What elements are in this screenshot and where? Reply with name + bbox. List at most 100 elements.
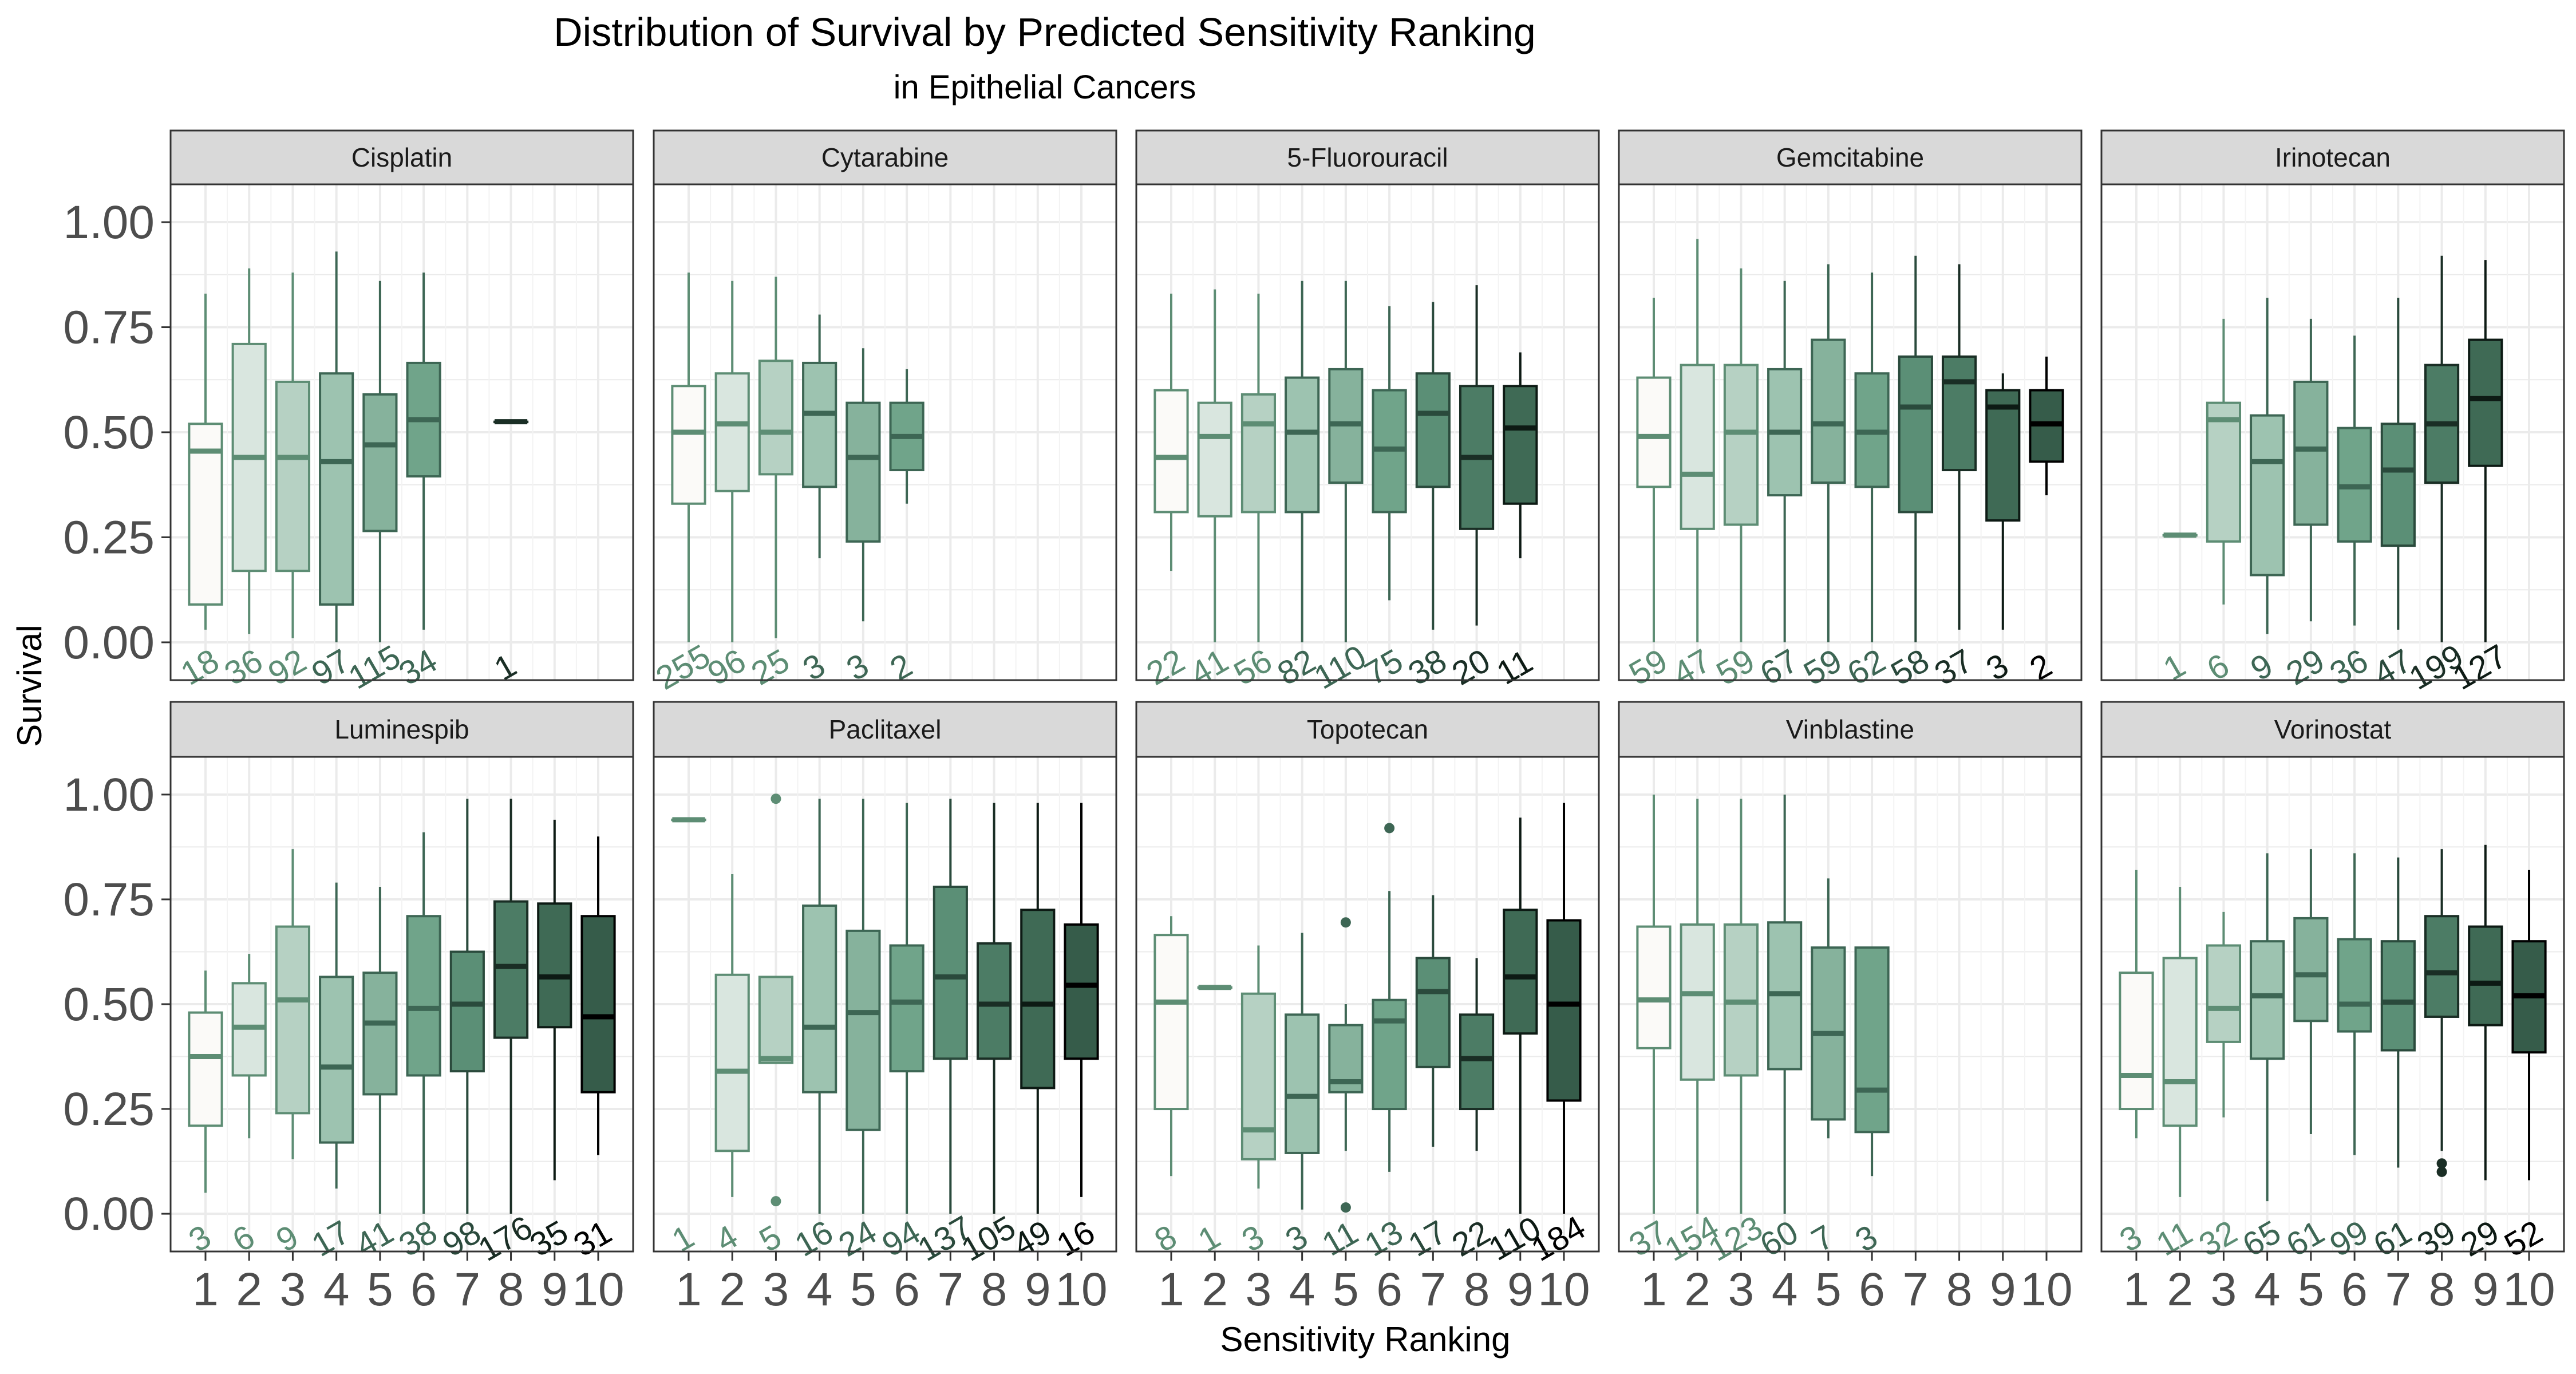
x-tick-label: 6: [1376, 1264, 1402, 1316]
x-tick-label: 8: [2429, 1264, 2455, 1316]
x-tick-label: 9: [1025, 1264, 1051, 1316]
iqr-box: [1680, 923, 1715, 1081]
count-label: 1: [488, 646, 523, 688]
box-rank-10: 184: [1525, 803, 1591, 1269]
x-tick-label: 4: [323, 1264, 350, 1316]
count-label: 8: [1148, 1218, 1183, 1259]
iqr-box: [362, 393, 398, 532]
box-rank-3: 92: [262, 273, 313, 693]
y-tick-label: 0.00: [63, 617, 155, 669]
facet-strip-label: Luminespib: [334, 714, 469, 744]
count-label: 17: [306, 1213, 356, 1264]
x-axis-label: Sensitivity Ranking: [1220, 1320, 1511, 1359]
iqr-box: [933, 885, 968, 1060]
x-tick-label: 10: [2020, 1264, 2072, 1316]
count-label: 20: [1446, 642, 1496, 693]
count-label: 34: [393, 642, 443, 693]
count-label: 29: [2280, 642, 2330, 693]
x-tick-label: 9: [2472, 1264, 2499, 1316]
count-label: 36: [218, 642, 268, 693]
box-rank-6: 62: [1841, 273, 1892, 693]
box-rank-2: 96: [701, 281, 752, 693]
box-rank-2: 36: [218, 268, 269, 693]
iqr-box: [2468, 338, 2503, 467]
facet-strip-label: Topotecan: [1307, 714, 1428, 744]
x-tick-label: 8: [498, 1264, 524, 1316]
box-rank-2: 1: [1192, 985, 1232, 1260]
count-label: 1: [2157, 646, 2191, 688]
iqr-box: [1723, 364, 1759, 526]
outlier-point: [771, 1196, 781, 1207]
box-rank-3: 3: [1235, 945, 1277, 1260]
x-tick-label: 6: [1859, 1264, 1885, 1316]
box-rank-4: 97: [306, 251, 356, 693]
y-tick-label: 0.25: [63, 1083, 155, 1135]
count-label: 35: [524, 1213, 574, 1264]
box-rank-7: 47: [2367, 298, 2418, 693]
y-tick-label: 0.75: [63, 874, 155, 926]
iqr-box: [1240, 393, 1277, 514]
panel-border: [653, 756, 1117, 1253]
iqr-box: [406, 915, 441, 1077]
iqr-box: [1811, 338, 1846, 484]
count-label: 41: [349, 1213, 400, 1264]
count-label: 3: [840, 646, 875, 688]
y-axis-label: Survival: [10, 625, 49, 747]
x-tick-label: 4: [1772, 1264, 1798, 1316]
box-rank-4: 82: [1271, 281, 1322, 693]
count-label: 11: [1316, 1214, 1365, 1263]
facet-strip-label: Cytarabine: [821, 143, 949, 172]
x-tick-label: 2: [719, 1264, 745, 1316]
outlier-point: [1384, 823, 1395, 834]
facet-strip-label: Cisplatin: [351, 143, 452, 172]
iqr-box: [714, 973, 750, 1152]
count-label: 75: [1358, 642, 1409, 693]
box-rank-10: 16: [1050, 803, 1101, 1264]
box-rank-2: 4: [709, 874, 750, 1260]
count-label: 3: [1279, 1218, 1314, 1259]
facet-strip-label: Vinblastine: [1786, 714, 1914, 744]
count-label: 6: [2200, 646, 2235, 688]
count-label: 18: [175, 642, 225, 693]
box-rank-2: 41: [1184, 289, 1235, 693]
iqr-box: [2380, 940, 2416, 1052]
iqr-box: [2250, 414, 2285, 577]
facet-strip: [169, 701, 634, 758]
box-rank-1: 37: [1623, 794, 1673, 1264]
box-rank-8: 37: [1929, 264, 1979, 693]
count-label: 3: [2113, 1218, 2148, 1259]
facet-strip: [2100, 701, 2565, 758]
box-rank-9: 49: [1007, 803, 1057, 1264]
x-tick-label: 10: [1055, 1264, 1107, 1316]
iqr-box: [319, 976, 354, 1144]
count-label: 1: [1192, 1218, 1226, 1259]
count-label: 37: [1929, 642, 1979, 693]
x-tick-label: 8: [981, 1264, 1008, 1316]
count-label: 38: [1402, 642, 1452, 693]
x-tick-label: 1: [1158, 1264, 1184, 1316]
count-label: 67: [1754, 642, 1804, 693]
iqr-box: [2206, 401, 2242, 543]
box-rank-3: 59: [1710, 268, 1761, 693]
outlier-point: [1340, 1202, 1351, 1213]
x-tick-label: 2: [2167, 1264, 2193, 1316]
x-tick-label: 2: [1202, 1264, 1228, 1316]
box-rank-10: 31: [567, 836, 618, 1264]
outlier-point: [1340, 917, 1351, 928]
box-rank-6: 36: [2324, 335, 2374, 693]
box-rank-4: 67: [1754, 281, 1804, 693]
count-label: 58: [1884, 642, 1935, 693]
iqr-box: [1415, 372, 1451, 488]
iqr-box: [1240, 992, 1277, 1160]
facet-strip: [2100, 129, 2565, 185]
iqr-box: [2206, 944, 2242, 1043]
box-rank-4: 65: [2237, 853, 2287, 1264]
iqr-box: [758, 976, 794, 1064]
x-tick-label: 3: [280, 1264, 306, 1316]
count-label: 5: [753, 1218, 787, 1259]
x-tick-label: 9: [1507, 1264, 1534, 1316]
